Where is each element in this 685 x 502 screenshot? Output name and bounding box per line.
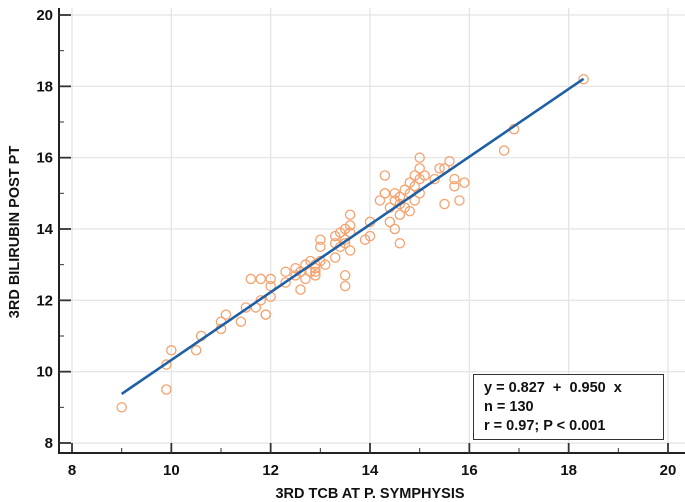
data-point bbox=[245, 273, 257, 285]
data-point bbox=[255, 273, 266, 285]
data-point bbox=[220, 309, 232, 320]
x-tick-label: 10 bbox=[163, 462, 180, 479]
data-point bbox=[310, 262, 321, 274]
x-tick-label: 18 bbox=[560, 462, 577, 479]
data-point bbox=[161, 359, 172, 370]
data-point bbox=[394, 191, 406, 203]
data-point bbox=[280, 266, 291, 278]
data-point bbox=[280, 277, 291, 288]
data-point bbox=[414, 152, 425, 163]
data-point bbox=[161, 384, 172, 395]
data-point bbox=[498, 145, 510, 156]
data-point bbox=[444, 155, 455, 167]
y-axis-ticks: 8 10 12 14 16 18 20 bbox=[36, 7, 71, 452]
data-point bbox=[329, 252, 341, 263]
data-point bbox=[116, 402, 127, 413]
data-point bbox=[260, 309, 271, 320]
x-tick-label: 14 bbox=[362, 462, 379, 479]
sample-size: n = 130 bbox=[484, 399, 534, 415]
data-point bbox=[235, 316, 247, 327]
y-tick-label: 18 bbox=[36, 78, 53, 95]
x-tick-label: 20 bbox=[660, 462, 677, 479]
data-point bbox=[339, 270, 351, 281]
data-point bbox=[404, 205, 415, 217]
data-point bbox=[190, 345, 202, 356]
data-point bbox=[315, 234, 326, 245]
data-point bbox=[449, 180, 460, 192]
y-tick-label: 8 bbox=[45, 435, 53, 452]
data-point bbox=[394, 238, 406, 249]
data-point bbox=[364, 230, 376, 242]
y-axis-title: 3RD BILIRUBIN POST PT bbox=[7, 146, 23, 319]
data-point bbox=[310, 270, 321, 281]
data-point bbox=[434, 163, 445, 174]
data-point bbox=[419, 170, 430, 181]
data-point bbox=[389, 223, 401, 235]
x-axis-ticks: 8 10 12 14 16 18 20 bbox=[68, 443, 677, 479]
data-point bbox=[310, 266, 321, 278]
data-point bbox=[295, 284, 306, 295]
data-point bbox=[265, 273, 276, 285]
correlation-stat: r = 0.97; P < 0.001 bbox=[484, 418, 606, 434]
y-tick-label: 20 bbox=[36, 7, 53, 24]
data-point bbox=[379, 188, 391, 199]
regression-line bbox=[120, 77, 585, 395]
data-point bbox=[320, 259, 331, 270]
data-point bbox=[578, 73, 589, 85]
data-point bbox=[394, 209, 406, 220]
y-tick-label: 12 bbox=[36, 292, 53, 309]
x-tick-label: 8 bbox=[68, 462, 76, 479]
data-point bbox=[379, 170, 391, 181]
y-tick-label: 14 bbox=[36, 221, 53, 238]
data-point bbox=[454, 195, 465, 206]
regression-stats-box: y = 0.827 + 0.950 x n = 130 r = 0.97; P … bbox=[473, 374, 664, 440]
data-point bbox=[300, 273, 311, 285]
data-point bbox=[384, 216, 396, 228]
data-point bbox=[344, 245, 356, 256]
x-tick-label: 16 bbox=[461, 462, 478, 479]
x-tick-label: 12 bbox=[262, 462, 279, 479]
data-point bbox=[344, 209, 356, 220]
y-tick-label: 16 bbox=[36, 150, 53, 167]
data-point bbox=[374, 195, 386, 206]
regression-equation: y = 0.827 + 0.950 x bbox=[484, 380, 622, 396]
data-point bbox=[315, 241, 326, 253]
data-point bbox=[414, 163, 425, 174]
x-axis-title: 3RD TCB AT P. SYMPHYSIS bbox=[275, 486, 464, 502]
data-point bbox=[459, 177, 470, 188]
data-point bbox=[409, 195, 420, 206]
data-point bbox=[295, 266, 306, 278]
y-tick-label: 10 bbox=[36, 364, 53, 381]
data-point bbox=[339, 280, 351, 292]
data-point bbox=[429, 173, 440, 185]
data-point bbox=[166, 345, 177, 356]
axes bbox=[58, 8, 685, 454]
data-point bbox=[409, 180, 420, 192]
data-point bbox=[255, 295, 266, 306]
grid-lines bbox=[59, 8, 685, 453]
data-point bbox=[344, 220, 356, 231]
data-point bbox=[449, 173, 460, 185]
data-point bbox=[439, 198, 450, 210]
